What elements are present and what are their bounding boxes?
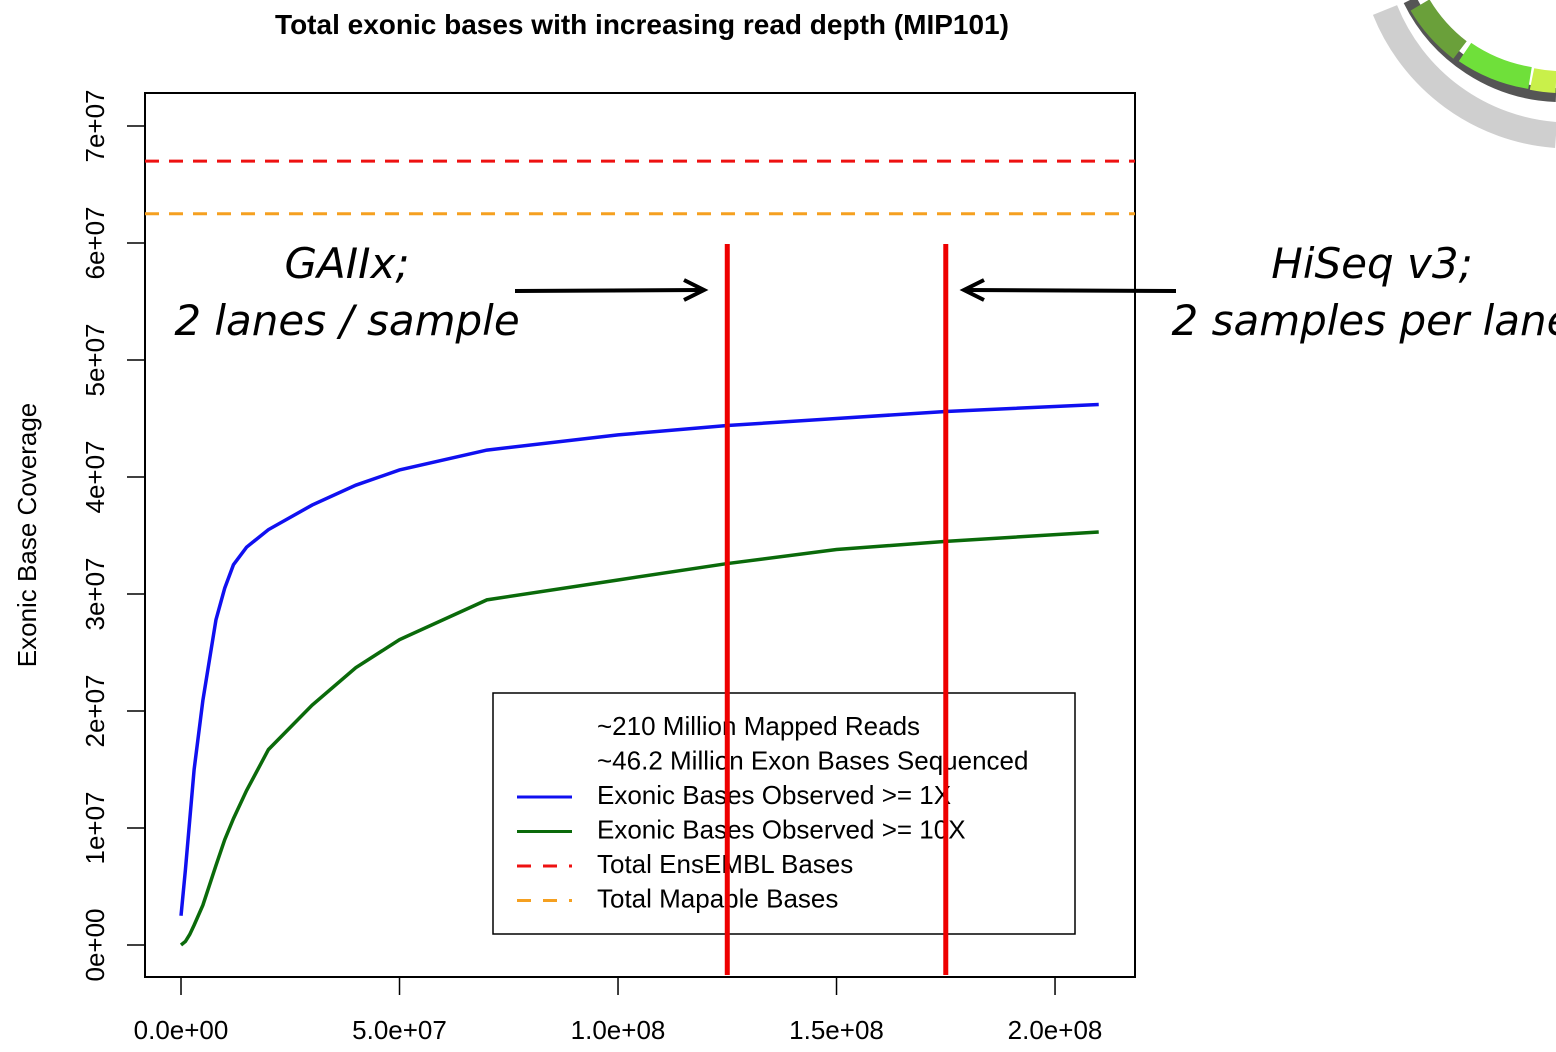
x-tick-label: 2.0e+08 xyxy=(1008,1015,1103,1045)
y-tick-label: 1e+07 xyxy=(80,791,110,864)
legend-note: ~46.2 Million Exon Bases Sequenced xyxy=(597,745,1028,775)
annotation: 2 lanes / sample xyxy=(174,296,519,345)
annotation: GAIIx; xyxy=(284,239,409,288)
x-tick-label: 1.5e+08 xyxy=(789,1015,884,1045)
legend-label: Exonic Bases Observed >= 1X xyxy=(597,780,951,810)
arrow xyxy=(967,288,1177,293)
chart-title: Total exonic bases with increasing read … xyxy=(275,9,1009,40)
arrows xyxy=(514,278,1177,302)
annotation: 2 samples per lane xyxy=(1172,296,1556,345)
x-tick-label: 1.0e+08 xyxy=(571,1015,666,1045)
arrowhead xyxy=(959,278,985,302)
y-tick-label: 2e+07 xyxy=(80,674,110,747)
arrowhead xyxy=(683,278,709,302)
y-tick-label: 7e+07 xyxy=(80,89,110,162)
y-tick-label: 5e+07 xyxy=(80,323,110,396)
y-tick-label: 3e+07 xyxy=(80,557,110,630)
annotation: HiSeq v3; xyxy=(1271,239,1473,288)
arrow xyxy=(514,288,701,293)
y-tick-label: 6e+07 xyxy=(80,206,110,279)
legend-label: Exonic Bases Observed >= 10X xyxy=(597,814,966,844)
legend-note: ~210 Million Mapped Reads xyxy=(597,711,920,741)
x-tick-label: 5.0e+07 xyxy=(352,1015,447,1045)
y-axis-label: Exonic Base Coverage xyxy=(12,403,42,667)
legend-label: Total Mapable Bases xyxy=(597,883,838,913)
decoration xyxy=(1372,0,1556,148)
y-tick-label: 0e+00 xyxy=(80,908,110,981)
plot-frame xyxy=(144,92,1136,978)
legend xyxy=(492,692,1076,935)
y-tick-label: 4e+07 xyxy=(80,440,110,513)
x-tick-label: 0.0e+00 xyxy=(134,1015,229,1045)
